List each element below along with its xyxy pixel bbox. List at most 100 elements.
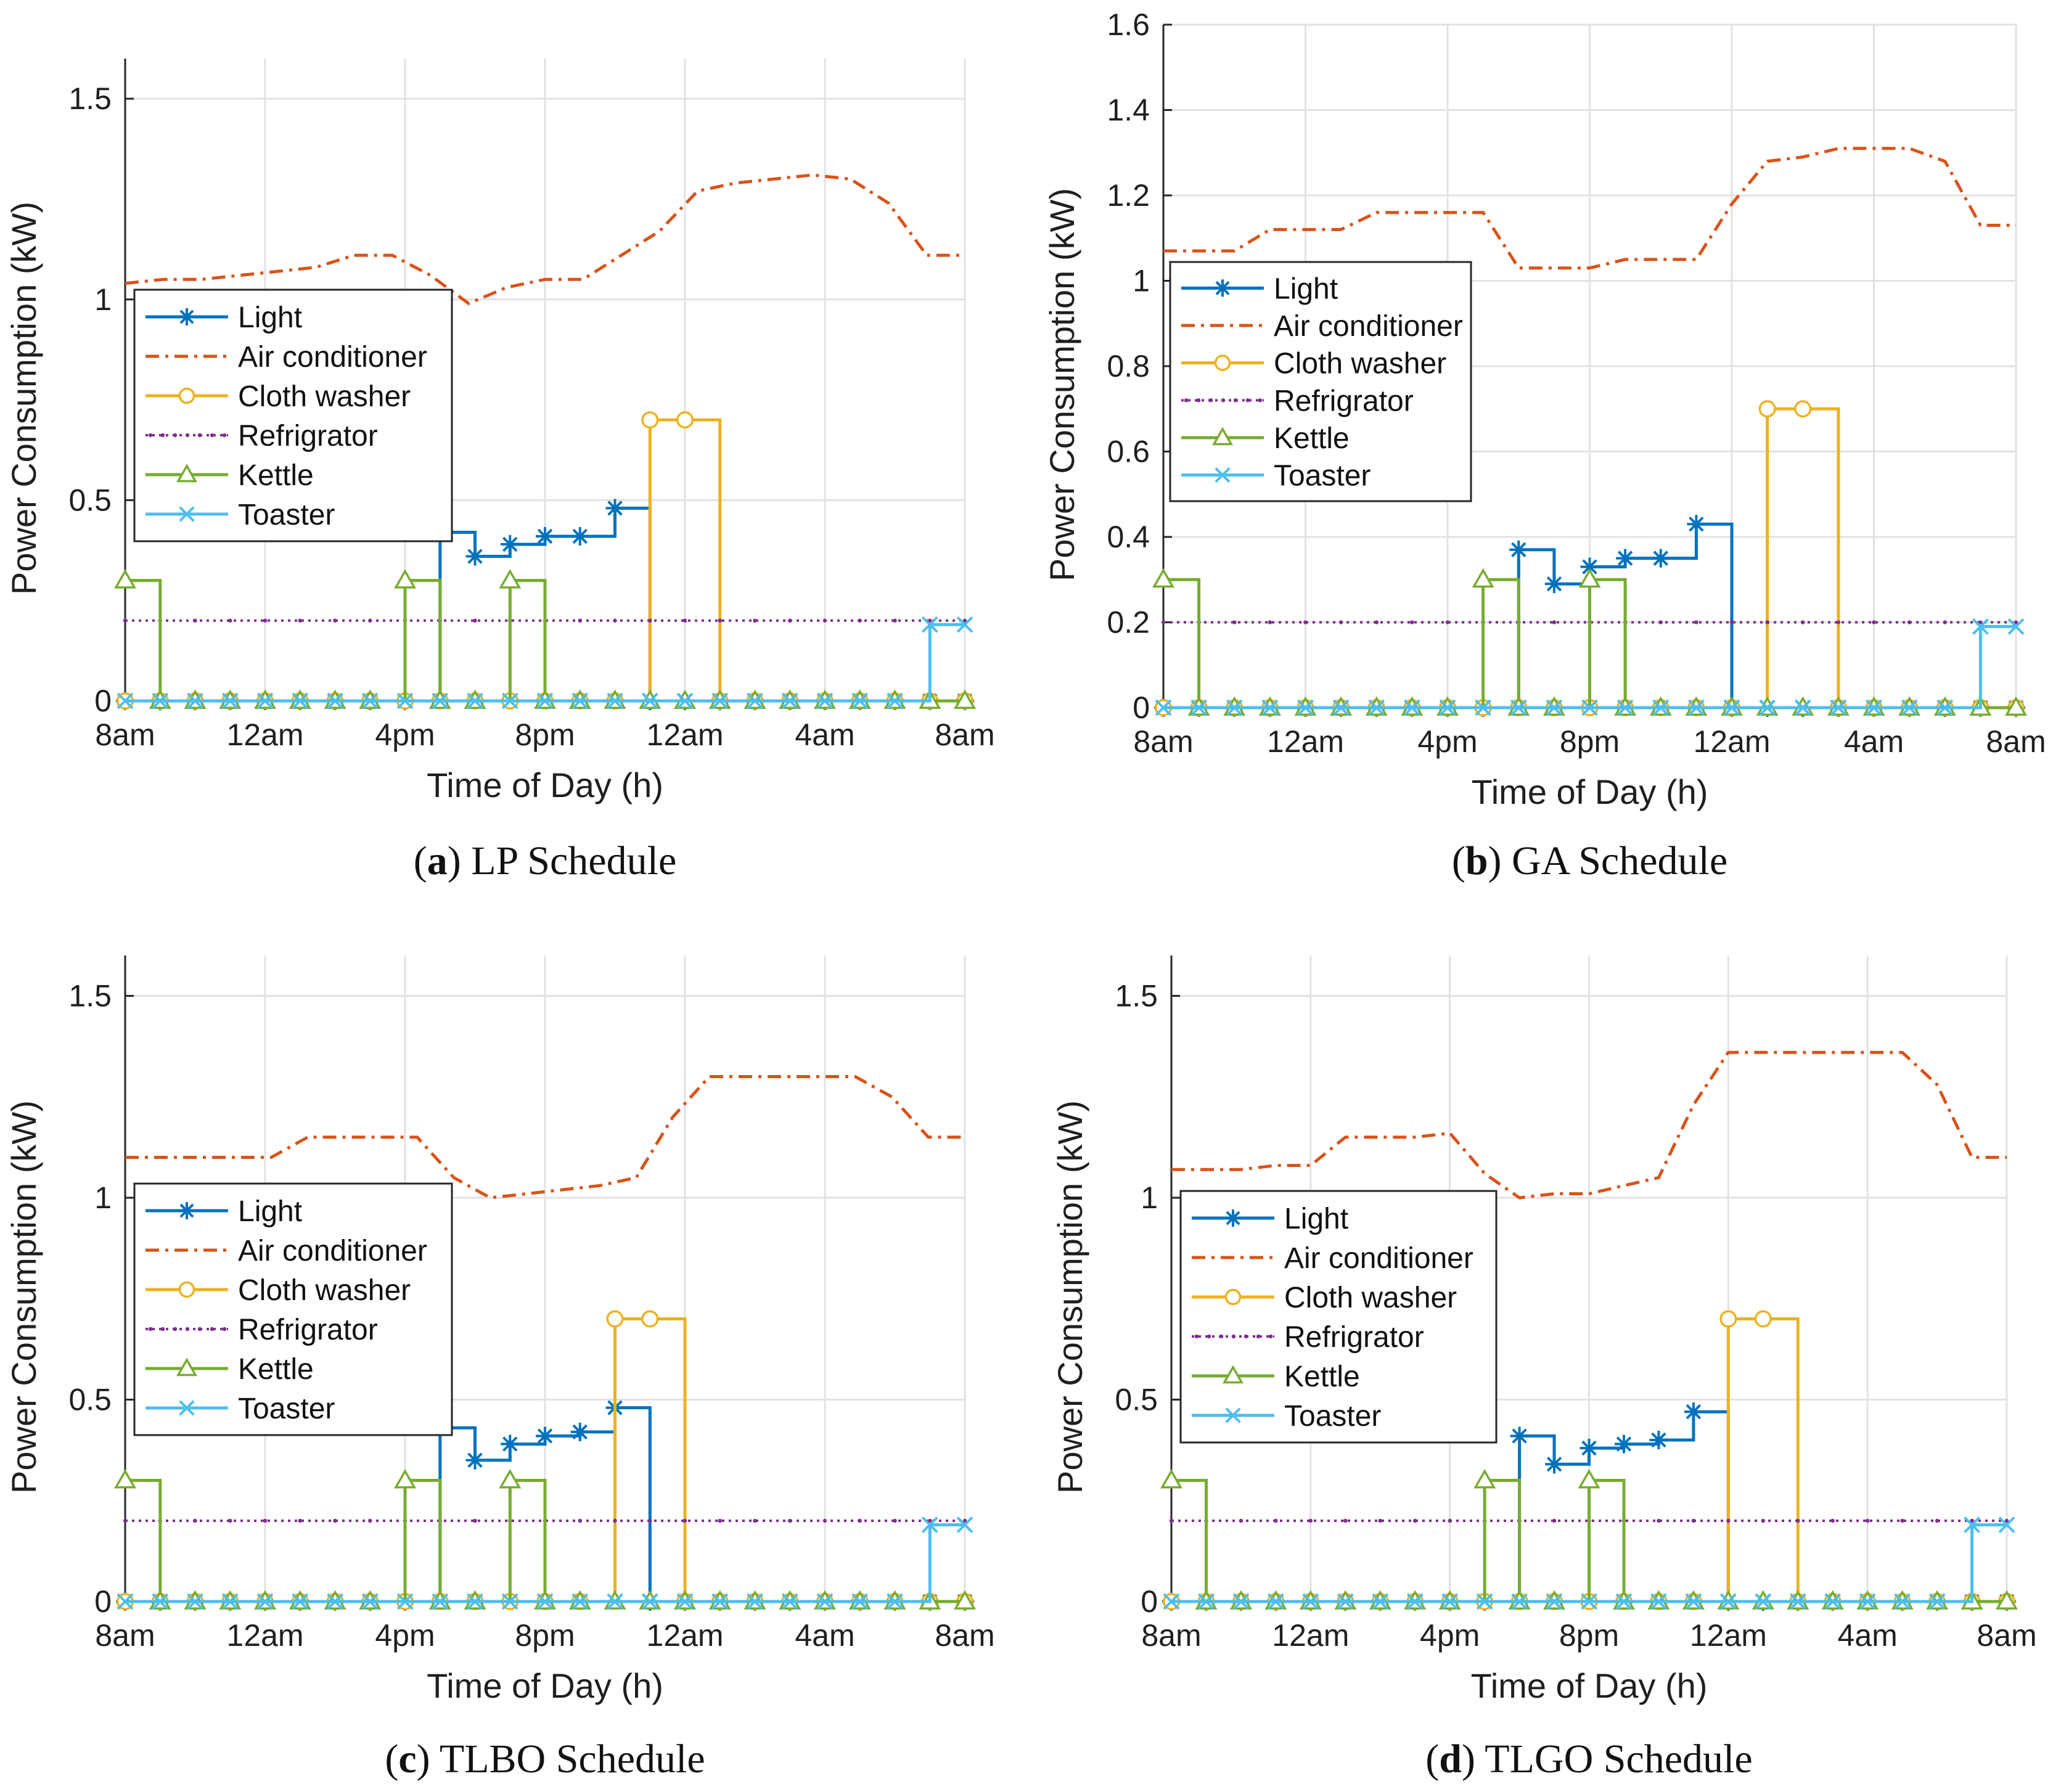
legend-marker-refrigrator bbox=[1231, 1334, 1236, 1339]
caption-title: TLGO Schedule bbox=[1485, 1737, 1752, 1782]
legend-marker-toaster bbox=[1215, 467, 1231, 483]
data-point-refrigrator bbox=[1161, 620, 1166, 624]
legend-marker-refrigrator bbox=[1194, 1334, 1199, 1339]
data-point-refrigrator bbox=[2004, 1518, 2009, 1523]
data-point-toaster bbox=[1297, 699, 1314, 716]
data-point-toaster bbox=[1615, 1593, 1633, 1610]
data-point-refrigrator bbox=[753, 1518, 757, 1523]
data-point-kettle bbox=[1473, 1468, 1496, 1489]
data-point-toaster bbox=[292, 1593, 309, 1610]
legend: Light Air conditioner Cloth washer Refrigra… bbox=[133, 288, 453, 542]
y-axis-label: Power Consumption (kW) bbox=[1043, 188, 1081, 581]
y-tick-label: 1.2 bbox=[1107, 178, 1150, 213]
x-tick-label: 8am bbox=[935, 1618, 994, 1653]
panel-caption: (b) GA Schedule bbox=[1452, 838, 1727, 883]
data-point-toaster bbox=[607, 1593, 623, 1610]
data-point-toaster bbox=[1789, 1593, 1806, 1610]
data-point-toaster bbox=[1510, 699, 1527, 716]
data-point-refrigrator bbox=[298, 618, 302, 623]
data-point-kettle bbox=[393, 569, 417, 589]
legend-marker-refrigrator bbox=[210, 1327, 215, 1332]
caption-panel-label: a bbox=[427, 838, 448, 883]
data-point-toaster bbox=[1928, 1593, 1946, 1610]
legend-label-refrigrator: Refrigrator bbox=[1274, 385, 1414, 417]
data-point-toaster bbox=[1617, 699, 1634, 716]
legend-label-toaster: Toaster bbox=[1274, 460, 1371, 493]
panel-caption: (d) TLGO Schedule bbox=[1425, 1737, 1752, 1782]
caption-paren-open: ( bbox=[414, 838, 427, 883]
data-point-toaster bbox=[501, 692, 518, 710]
data-point-toaster bbox=[361, 692, 379, 710]
legend-label-toaster: Toaster bbox=[1284, 1400, 1381, 1433]
data-point-toaster bbox=[1475, 699, 1492, 716]
caption-paren-close: ) bbox=[417, 1737, 440, 1782]
legend-marker-refrigrator bbox=[222, 433, 227, 438]
legend-marker-toaster bbox=[179, 506, 195, 522]
y-tick-label: 1.5 bbox=[1115, 979, 1158, 1013]
data-point-toaster bbox=[2007, 618, 2025, 635]
data-point-refrigrator bbox=[1658, 620, 1663, 624]
legend-marker-refrigrator bbox=[197, 1327, 202, 1332]
data-point-toaster bbox=[572, 692, 589, 710]
y-tick-label: 0.2 bbox=[1107, 605, 1150, 640]
data-point-toaster bbox=[187, 1593, 203, 1610]
legend-marker-refrigrator bbox=[1184, 398, 1189, 403]
y-tick-label: 0.4 bbox=[1107, 520, 1150, 554]
legend-label-air_conditioner: Air conditioner bbox=[1274, 310, 1463, 343]
data-point-refrigrator bbox=[1796, 1518, 1800, 1523]
data-point-toaster bbox=[536, 1593, 554, 1610]
series-line-air_conditioner bbox=[1163, 147, 2016, 270]
legend-label-cloth_washer: Cloth washer bbox=[238, 380, 411, 413]
series-line-kettle bbox=[1163, 578, 2016, 710]
series-kettle bbox=[1152, 568, 2028, 716]
data-point-toaster bbox=[747, 1593, 763, 1610]
legend-marker-light bbox=[178, 308, 195, 325]
legend-marker-refrigrator bbox=[1244, 1334, 1248, 1339]
data-point-toaster bbox=[1476, 1593, 1493, 1610]
data-point-refrigrator bbox=[473, 1518, 477, 1523]
legend-label-light: Light bbox=[1274, 272, 1338, 305]
y-tick-label: 0.6 bbox=[1107, 435, 1150, 469]
data-point-toaster bbox=[1403, 699, 1420, 716]
data-point-refrigrator bbox=[263, 1518, 268, 1523]
x-tick-label: 12am bbox=[1693, 724, 1770, 759]
data-point-light bbox=[1649, 1431, 1668, 1449]
data-point-refrigrator bbox=[1274, 1518, 1278, 1523]
caption-paren-open: ( bbox=[1425, 1737, 1439, 1782]
legend-label-cloth_washer: Cloth washer bbox=[1274, 348, 1446, 380]
data-point-refrigrator bbox=[1343, 1518, 1348, 1523]
data-point-toaster bbox=[851, 692, 869, 710]
data-point-toaster bbox=[1441, 1593, 1459, 1610]
data-point-kettle bbox=[953, 689, 977, 709]
y-tick-label: 0.5 bbox=[68, 483, 112, 517]
data-point-refrigrator bbox=[1872, 620, 1876, 624]
x-tick-label: 12am bbox=[1267, 724, 1344, 759]
data-point-refrigrator bbox=[333, 1518, 337, 1523]
legend-marker-refrigrator bbox=[173, 1327, 178, 1332]
data-point-toaster bbox=[1830, 699, 1847, 716]
data-point-refrigrator bbox=[473, 618, 477, 623]
data-point-toaster bbox=[641, 1593, 658, 1610]
data-point-refrigrator bbox=[1935, 1518, 1940, 1523]
data-point-toaster bbox=[256, 1593, 274, 1610]
legend-label-cloth_washer: Cloth washer bbox=[1284, 1282, 1457, 1314]
legend-marker-light bbox=[1224, 1209, 1242, 1227]
data-point-toaster bbox=[1824, 1593, 1842, 1610]
legend-marker-kettle bbox=[176, 1357, 198, 1377]
data-point-toaster bbox=[396, 692, 414, 710]
data-point-refrigrator bbox=[613, 618, 617, 623]
data-point-light bbox=[501, 535, 520, 554]
data-point-toaster bbox=[327, 692, 343, 710]
data-point-refrigrator bbox=[1836, 620, 1841, 624]
data-point-light bbox=[536, 526, 554, 546]
y-tick-label: 0.5 bbox=[1115, 1383, 1158, 1417]
data-point-refrigrator bbox=[718, 1518, 722, 1523]
data-point-refrigrator bbox=[1694, 620, 1699, 624]
series-air_conditioner bbox=[125, 173, 965, 306]
y-tick-label: 0.8 bbox=[1107, 349, 1150, 383]
x-tick-label: 8am bbox=[1133, 724, 1193, 759]
legend: Light Air conditioner Cloth washer Refrigra… bbox=[1169, 261, 1472, 502]
x-axis-label: Time of Day (h) bbox=[1472, 772, 1708, 811]
series-line-toaster bbox=[1163, 624, 2016, 710]
data-point-kettle bbox=[113, 569, 137, 589]
